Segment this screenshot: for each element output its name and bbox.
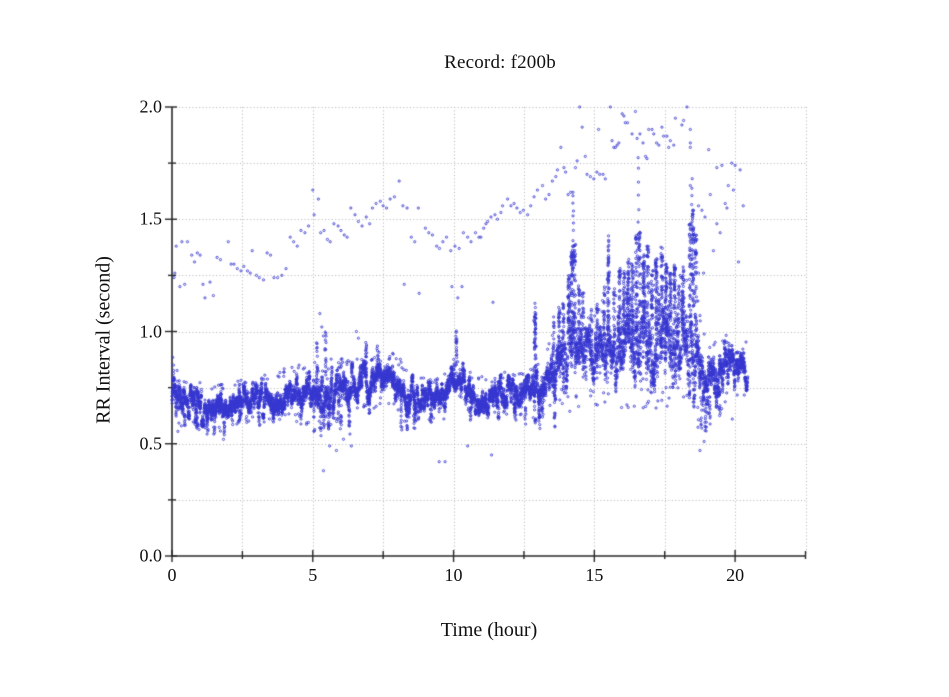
y-tick-label-1.0: 1.0 — [139, 321, 163, 341]
y-tick-label-0.0: 0.0 — [139, 545, 163, 566]
y-axis-title: RR Interval (second) — [92, 256, 115, 424]
y-tick-label-1.5: 1.5 — [139, 208, 163, 229]
y-tick-label-0.5: 0.5 — [139, 433, 163, 454]
x-tick-label-5: 5 — [308, 565, 318, 585]
x-tick-label-20: 20 — [726, 565, 745, 585]
x-axis-title: Time (hour) — [440, 619, 538, 641]
chart-title: Record: f200b — [444, 52, 556, 73]
x-tick-label-0: 0 — [167, 565, 177, 585]
x-tick-label-15: 15 — [585, 565, 604, 585]
x-tick-label-10: 10 — [444, 565, 463, 585]
y-tick-label-2.0: 2.0 — [139, 96, 163, 117]
